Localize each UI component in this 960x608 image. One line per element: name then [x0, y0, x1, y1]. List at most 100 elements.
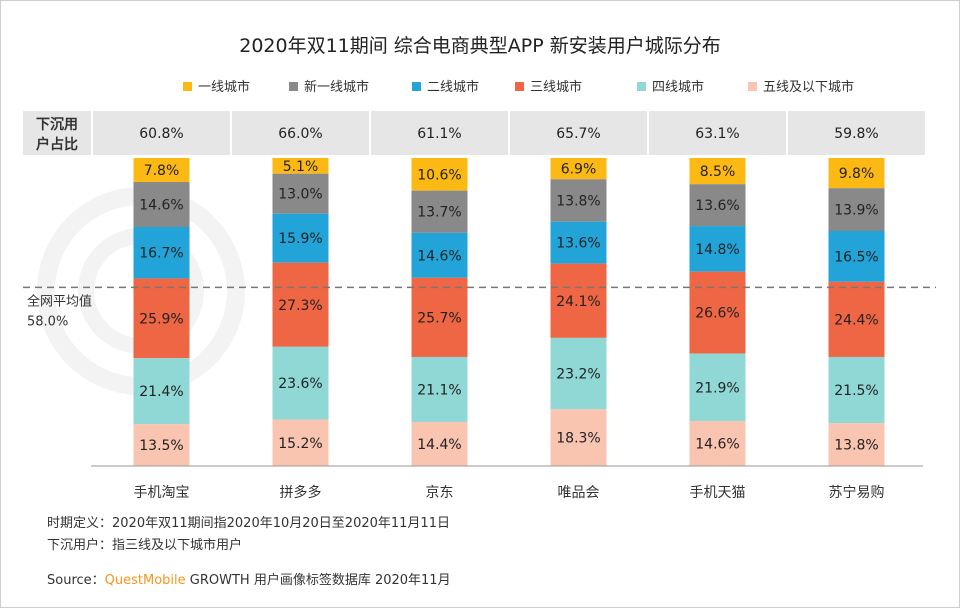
data-label: 14.8%: [695, 242, 739, 258]
bar-segment: [550, 179, 607, 222]
header-value-cell: [232, 111, 369, 155]
legend-label: 五线及以下城市: [763, 79, 854, 95]
data-label: 26.6%: [695, 306, 739, 322]
bar-segment: [828, 281, 885, 357]
data-label: 21.5%: [834, 383, 878, 399]
data-label: 24.4%: [834, 312, 878, 328]
header-value-cell: [93, 111, 230, 155]
legend-swatch: [183, 82, 192, 91]
legend-swatch: [289, 82, 298, 91]
category-label: 唯品会: [558, 485, 600, 501]
data-label: 18.3%: [556, 431, 600, 447]
bar-segment: [411, 277, 468, 357]
data-label: 16.5%: [834, 249, 878, 265]
data-label: 10.6%: [417, 167, 461, 183]
bar-segment: [689, 353, 746, 422]
header-value: 61.1%: [417, 126, 461, 142]
header-value: 66.0%: [278, 126, 322, 142]
legend-swatch: [515, 82, 524, 91]
data-label: 13.8%: [556, 194, 600, 210]
bar-segment: [411, 232, 468, 278]
data-label: 21.4%: [139, 384, 183, 400]
bar-segment: [828, 158, 885, 189]
header-value-cell: [510, 111, 647, 155]
source-note: Source：QuestMobile GROWTH 用户画像标签数据库 2020…: [47, 572, 451, 590]
legend-label: 二线城市: [427, 79, 479, 95]
bar-segment: [272, 173, 329, 214]
bar-segment: [550, 263, 607, 338]
data-label: 7.8%: [144, 163, 180, 179]
bar-segment: [272, 158, 329, 174]
bar-segment: [411, 158, 468, 191]
bar-segment: [689, 184, 746, 227]
data-label: 13.5%: [139, 438, 183, 454]
bar-segment: [133, 278, 190, 359]
category-label: 拼多多: [280, 484, 322, 501]
bar-segment: [272, 262, 329, 347]
bar-segment: [272, 213, 329, 263]
source-prefix: Source：: [47, 573, 105, 588]
bar-segment: [272, 419, 329, 467]
data-label: 27.3%: [278, 298, 322, 314]
period-note: 时期定义：2020年双11期间指2020年10月20日至2020年11月11日: [47, 516, 450, 531]
bar-segment: [828, 188, 885, 231]
reference-label: 全网平均值: [27, 293, 92, 309]
bar-segment: [133, 182, 190, 227]
bar-segment: [411, 421, 468, 467]
category-label: 苏宁易购: [829, 484, 885, 501]
reference-value: 58.0%: [27, 314, 68, 329]
legend-label: 新一线城市: [304, 79, 369, 95]
source-brand: QuestMobile: [104, 573, 186, 588]
legend-swatch: [637, 82, 646, 91]
data-label: 15.2%: [278, 436, 322, 452]
data-label: 25.9%: [139, 311, 183, 327]
data-label: 15.9%: [278, 231, 322, 247]
bar-segment: [828, 356, 885, 424]
data-label: 13.7%: [417, 205, 461, 221]
data-label: 23.2%: [556, 367, 600, 383]
bar-segment: [828, 230, 885, 282]
bar-segment: [689, 271, 746, 354]
bar-segment: [133, 226, 190, 279]
bar-segment: [828, 423, 885, 466]
bar-segment: [550, 409, 607, 466]
legend-swatch: [748, 82, 757, 91]
category-label: 手机淘宝: [134, 485, 190, 501]
data-label: 6.9%: [561, 162, 597, 178]
header-value: 59.8%: [834, 126, 878, 142]
data-label: 21.1%: [417, 382, 461, 398]
header-label: 户占比: [36, 136, 78, 153]
bar-segment: [272, 346, 329, 420]
data-label: 16.7%: [139, 246, 183, 262]
data-label: 8.5%: [700, 164, 736, 180]
category-label: 京东: [426, 485, 454, 501]
bar-segment: [689, 158, 746, 185]
source-rest: GROWTH 用户画像标签数据库 2020年11月: [185, 573, 451, 588]
header-value-cell: [371, 111, 508, 155]
bar-segment: [550, 337, 607, 410]
data-label: 14.6%: [417, 248, 461, 264]
bar-segment: [550, 158, 607, 180]
category-label: 手机天猫: [690, 485, 746, 501]
data-label: 13.0%: [278, 187, 322, 203]
header-label: 下沉用: [36, 116, 78, 133]
bar-segment: [411, 190, 468, 233]
data-label: 5.1%: [283, 159, 319, 175]
data-label: 13.6%: [556, 236, 600, 252]
bar-segment: [133, 424, 190, 466]
legend-label: 三线城市: [530, 79, 582, 95]
lower-tier-note: 下沉用户：指三线及以下城市用户: [47, 538, 243, 553]
data-label: 14.4%: [417, 437, 461, 453]
bar-segment: [550, 221, 607, 264]
data-label: 13.6%: [695, 198, 739, 214]
bar-segment: [689, 226, 746, 272]
data-label: 21.9%: [695, 380, 739, 396]
header-label-cell: [23, 111, 91, 155]
legend-swatch: [412, 82, 421, 91]
data-label: 24.1%: [556, 294, 600, 310]
bar-segment: [689, 421, 746, 466]
legend-label: 一线城市: [198, 79, 250, 95]
data-label: 14.6%: [139, 198, 183, 214]
